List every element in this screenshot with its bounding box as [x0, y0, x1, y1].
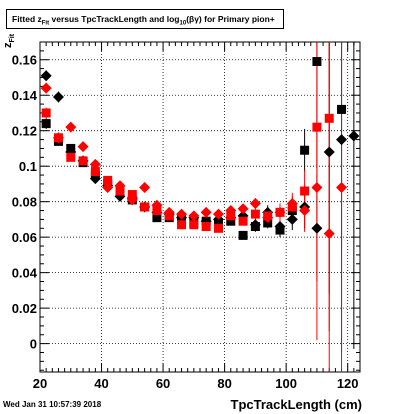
square-marker [90, 167, 100, 177]
diamond-marker [102, 181, 114, 193]
diamond-marker [274, 221, 286, 233]
diamond-marker [200, 206, 212, 218]
diamond-marker [336, 181, 348, 193]
diamond-marker [52, 132, 64, 144]
chart-title-box: Fitted zFit versus TpcTrackLength and lo… [6, 9, 284, 29]
y-tick-label: 0 [30, 337, 37, 352]
diamond-marker [323, 146, 335, 158]
title-prefix: Fitted [12, 14, 36, 24]
y-tick-label: 0.12 [12, 124, 37, 139]
square-marker [201, 222, 211, 232]
square-marker [189, 220, 199, 230]
square-marker [238, 230, 248, 240]
x-tick-label: 40 [94, 376, 108, 391]
diamond-marker [249, 219, 261, 231]
diamond-marker [336, 134, 348, 146]
y-tick-label: 0.02 [12, 301, 37, 316]
title-middle: versus TpcTrackLength and log [51, 14, 180, 24]
grid-layer [39, 42, 360, 372]
diamond-marker [114, 180, 126, 192]
plot-frame [39, 41, 361, 373]
diamond-marker [311, 181, 323, 193]
title-z-sub: Fit [41, 20, 50, 27]
diamond-marker [274, 206, 286, 218]
title-suffix: for Primary pion+ [204, 14, 275, 24]
diamond-marker [286, 213, 298, 225]
diamond-marker [249, 197, 261, 209]
diamond-marker [323, 228, 335, 240]
x-tick-label: 60 [156, 376, 170, 391]
diamond-marker [286, 197, 298, 209]
square-marker [213, 223, 223, 233]
y-tick-label: 0.1 [19, 159, 37, 174]
square-marker [312, 57, 322, 67]
diamond-marker [212, 208, 224, 220]
square-marker [140, 202, 150, 212]
diamond-marker [89, 158, 101, 170]
square-marker [312, 122, 322, 132]
y-tick-label: 0.14 [12, 88, 38, 103]
square-marker [41, 119, 51, 129]
marker-layer [40, 57, 360, 240]
diamond-marker [139, 181, 151, 193]
square-marker [177, 220, 187, 230]
diamond-marker [311, 222, 323, 234]
x-axis-label: TpcTrackLength (cm) [230, 397, 362, 412]
title-log-sub: 10 [179, 20, 187, 27]
diamond-marker [299, 205, 311, 217]
y-axis-label: zFit [2, 34, 16, 48]
square-marker [103, 175, 113, 185]
diamond-marker [151, 199, 163, 211]
diamond-marker [52, 91, 64, 103]
x-tick-label: 120 [337, 376, 359, 391]
y-axis-label-sub: Fit [9, 33, 17, 43]
y-tick-label: 0.16 [12, 53, 37, 68]
square-marker [238, 216, 248, 226]
x-tick-label: 20 [33, 376, 47, 391]
axis-layer: 20 40 60 80 100 120 0 0.02 0.04 0.06 0.08 0.1 0.12 0.… [12, 41, 361, 391]
timestamp: Wed Jan 31 10:57:39 2018 [3, 400, 102, 409]
title-beta-gamma: (βγ) [186, 14, 202, 24]
square-marker [66, 152, 76, 162]
diamond-marker [65, 121, 77, 133]
diamond-marker [348, 130, 360, 142]
diamond-marker [176, 208, 188, 220]
square-marker [337, 104, 347, 114]
y-axis-label-main: z [2, 42, 14, 49]
x-tick-label: 100 [275, 376, 297, 391]
square-marker [41, 108, 51, 118]
diamond-marker [77, 141, 89, 153]
title-z: z [37, 14, 42, 24]
square-marker [250, 209, 260, 219]
diamond-marker [225, 205, 237, 217]
square-marker [324, 113, 334, 123]
square-marker [78, 156, 88, 166]
y-tick-label: 0.06 [12, 230, 37, 245]
x-tick-label: 80 [217, 376, 231, 391]
chart-title: Fitted zFit versus TpcTrackLength and lo… [12, 14, 275, 27]
y-tick-label: 0.04 [12, 266, 38, 281]
square-marker [300, 145, 310, 155]
diamond-marker [163, 206, 175, 218]
diamond-marker [126, 194, 138, 206]
diamond-marker [40, 82, 52, 94]
diamond-marker [262, 212, 274, 224]
diamond-marker [188, 210, 200, 222]
diamond-marker [237, 203, 249, 215]
y-tick-label: 0.08 [12, 195, 37, 210]
square-marker [300, 186, 310, 196]
diamond-marker [40, 70, 52, 82]
